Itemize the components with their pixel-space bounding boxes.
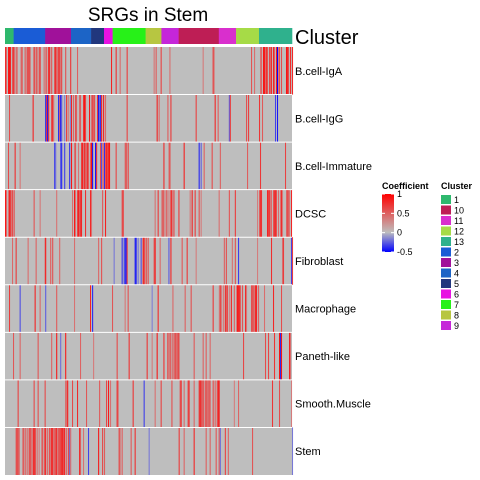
cluster-block-11	[218, 28, 237, 44]
cluster-legend-swatch-2	[441, 247, 451, 257]
cluster-legend-label: 2	[454, 248, 459, 258]
cluster-block-1	[5, 28, 14, 44]
row-label: B.cell-Immature	[295, 161, 372, 173]
heatmap-row-dcsc	[5, 189, 293, 238]
coefficient-color-bar	[382, 194, 394, 252]
row-label: Smooth.Muscle	[295, 399, 371, 411]
cluster-block-2	[13, 28, 46, 44]
coefficient-tick-label: 0.5	[397, 208, 410, 218]
heatmap-row-smooth-muscle	[5, 379, 293, 428]
cluster-block-10	[178, 28, 220, 44]
heatmap-row-stem	[5, 426, 294, 475]
heatmap-row-b-cell-immature	[5, 141, 292, 190]
cluster-legend-label: 12	[454, 227, 464, 237]
cluster-legend-label: 11	[454, 216, 463, 226]
cluster-legend-swatch-5	[441, 279, 451, 288]
cluster-legend-swatch-13	[441, 237, 451, 246]
row-label: Stem	[295, 446, 321, 458]
cluster-legend-label: 4	[454, 269, 459, 279]
cluster-legend-label: 3	[454, 258, 459, 268]
coefficient-legend: Coefficient 1 0.5 0 -0.5	[382, 181, 429, 257]
row-label: Paneth-like	[295, 351, 350, 363]
chart-title: SRGs in Stem	[88, 5, 208, 26]
heatmap-body	[5, 47, 294, 475]
cluster-block-13	[258, 28, 293, 44]
cluster-legend-swatch-12	[441, 226, 451, 236]
cluster-legend-swatch-7	[441, 300, 451, 309]
coefficient-tick-label: -0.5	[397, 247, 413, 257]
coefficient-tick-label: 0	[397, 228, 402, 238]
cluster-legend-label: 8	[454, 311, 459, 321]
heatmap-row-paneth-like	[5, 331, 292, 380]
cluster-annotation-title: Cluster	[295, 27, 359, 49]
row-labels: B.cell-IgA B.cell-IgG B.cell-Immature DCSC F…	[295, 66, 372, 458]
row-label: B.cell-IgG	[295, 113, 343, 125]
cluster-block-4	[71, 28, 92, 44]
cluster-legend-label: 10	[454, 206, 464, 216]
cluster-legend-label: 1	[454, 195, 459, 205]
cluster-legend-label: 6	[454, 290, 459, 300]
cluster-legend-label: 5	[454, 279, 459, 289]
cluster-block-12	[236, 28, 260, 44]
cluster-legend-label: 9	[454, 321, 459, 331]
cluster-block-3	[45, 28, 72, 44]
row-label: B.cell-IgA	[295, 66, 343, 78]
cluster-annotation-bar	[5, 28, 293, 44]
row-label: Macrophage	[295, 304, 356, 316]
cluster-legend-swatch-10	[441, 205, 451, 215]
cluster-legend-label: 13	[454, 237, 464, 247]
cluster-block-8	[145, 28, 162, 44]
coefficient-legend-title: Coefficient	[382, 181, 429, 191]
cluster-block-9	[161, 28, 179, 44]
cluster-legend-swatch-4	[441, 268, 451, 278]
heatmap-row-b-cell-igg	[5, 94, 292, 143]
cluster-legend-label: 7	[454, 300, 459, 310]
heatmap-row-macrophage	[5, 284, 292, 333]
cluster-legend-swatch-8	[441, 310, 451, 320]
cluster-legend-title: Cluster	[441, 181, 473, 191]
cluster-legend-swatch-1	[441, 195, 451, 204]
coefficient-tick-label: 1	[397, 189, 402, 199]
heatmap-row-fibroblast	[5, 236, 294, 285]
cluster-legend-swatch-9	[441, 321, 451, 330]
cluster-block-5	[91, 28, 105, 44]
cluster-block-6	[104, 28, 113, 44]
row-label: Fibroblast	[295, 256, 343, 268]
cluster-block-7	[112, 28, 146, 44]
cluster-legend-swatch-11	[441, 216, 451, 225]
heatmap-row-b-cell-iga	[5, 47, 294, 95]
row-label: DCSC	[295, 208, 326, 220]
cluster-legend-swatch-6	[441, 289, 451, 299]
cluster-legend-swatch-3	[441, 258, 451, 267]
